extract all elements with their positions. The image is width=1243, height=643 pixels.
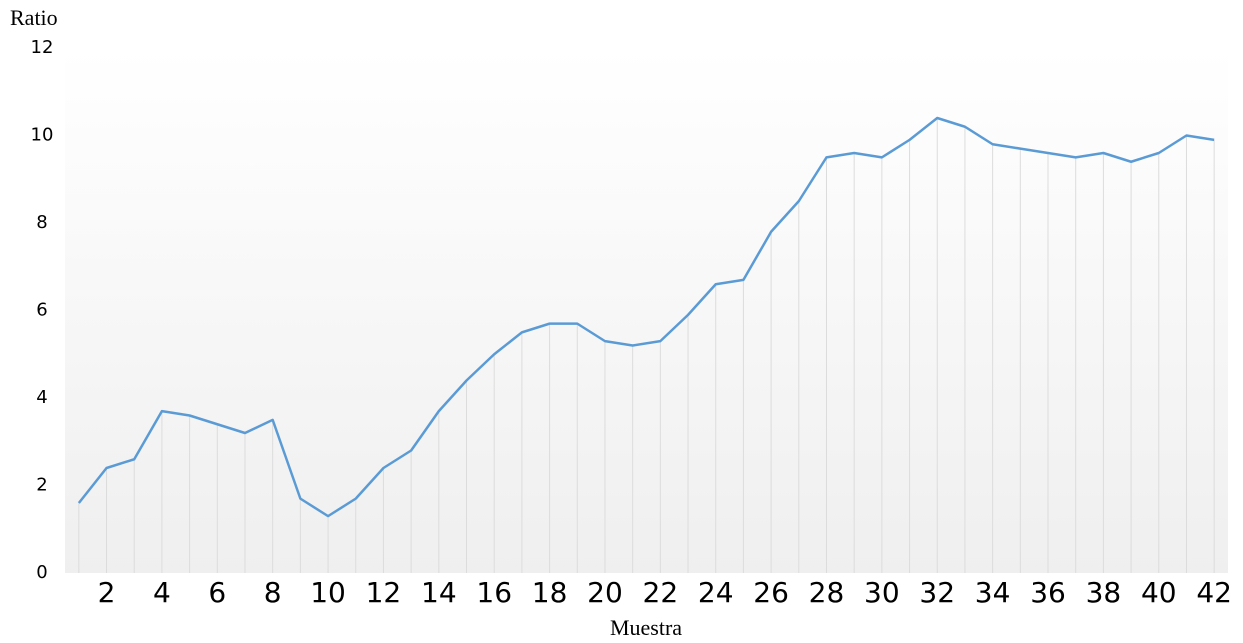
x-tick-label: 32: [919, 576, 955, 609]
y-tick-label: 4: [36, 387, 47, 408]
x-tick-label: 40: [1141, 576, 1177, 609]
x-tick-label: 16: [476, 576, 512, 609]
y-tick-label: 6: [36, 300, 47, 321]
y-tick-label: 0: [36, 562, 47, 583]
x-tick-label: 34: [975, 576, 1011, 609]
y-tick-label: 10: [31, 125, 54, 146]
x-tick-label: 14: [421, 576, 457, 609]
plot-area: [65, 48, 1228, 573]
x-tick-label: 26: [753, 576, 789, 609]
x-axis-label: Muestra: [610, 615, 682, 640]
x-tick-label: 42: [1196, 576, 1232, 609]
y-axis-label: Ratio: [10, 5, 58, 30]
x-tick-label: 12: [366, 576, 402, 609]
y-tick-label: 8: [36, 212, 47, 233]
x-tick-label: 4: [153, 576, 171, 609]
x-tick-label: 22: [643, 576, 679, 609]
y-tick-label: 12: [31, 37, 54, 58]
x-tick-label: 36: [1030, 576, 1066, 609]
x-tick-label: 30: [864, 576, 900, 609]
x-tick-label: 20: [587, 576, 623, 609]
x-tick-label: 2: [98, 576, 116, 609]
y-tick-label: 2: [36, 475, 47, 496]
series-line: [77, 116, 1215, 518]
x-tick-label: 28: [809, 576, 845, 609]
x-tick-label: 38: [1086, 576, 1122, 609]
x-tick-label: 8: [264, 576, 282, 609]
x-tick-label: 24: [698, 576, 734, 609]
x-tick-label: 18: [532, 576, 568, 609]
x-tick-label: 10: [310, 576, 346, 609]
x-tick-label: 6: [208, 576, 226, 609]
